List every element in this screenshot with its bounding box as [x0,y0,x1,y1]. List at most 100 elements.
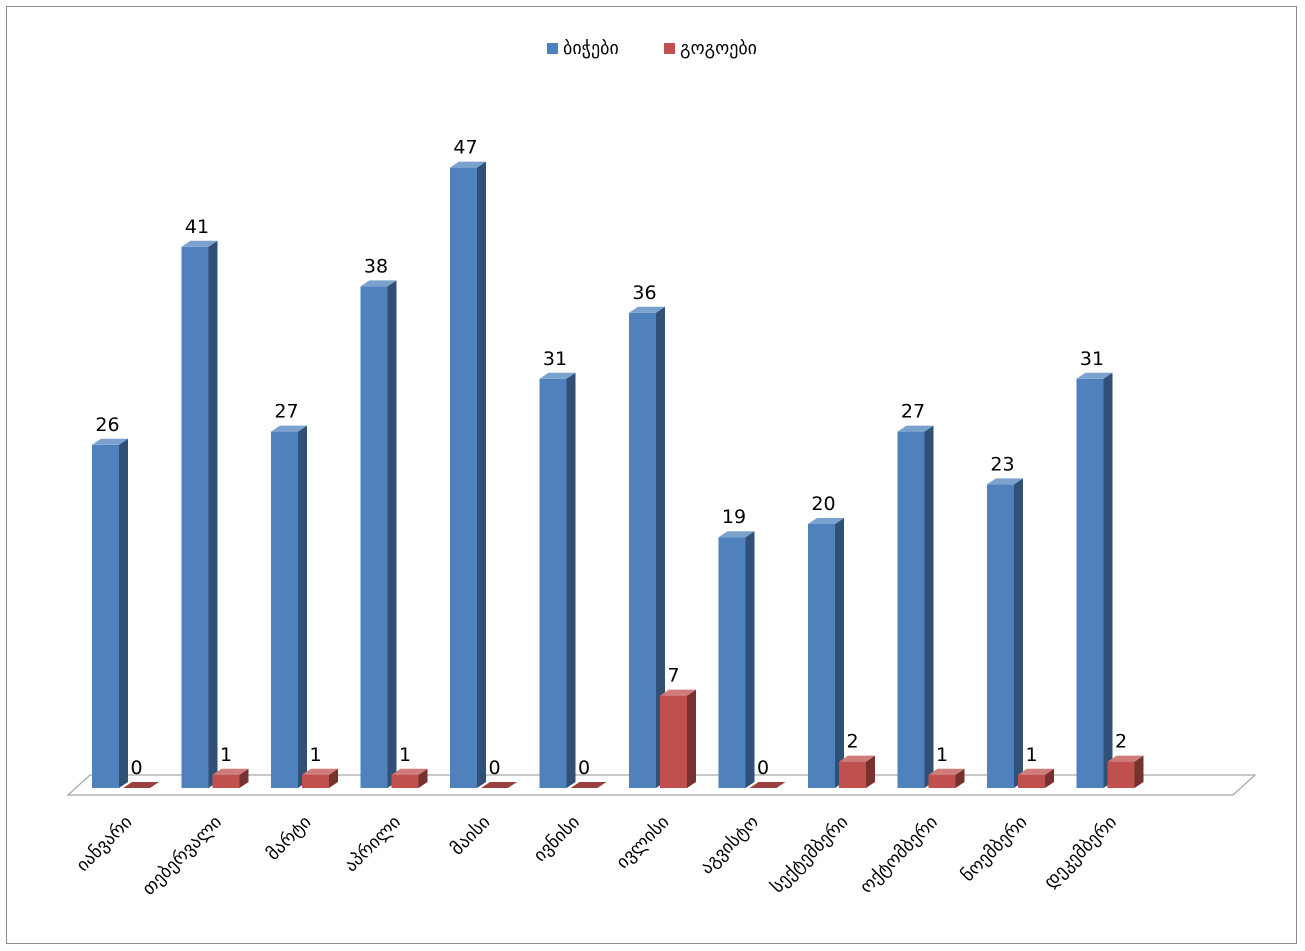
bar-girls-9-top [839,755,875,762]
bar-girls-4-top [391,768,428,775]
legend-label-1: ბიჭები [563,38,619,59]
category-label-1: იანვარი [72,812,136,876]
bar-girls-10-side [955,768,965,788]
bar-girls-3-side [329,768,338,788]
data-label-boys-9: 20 [811,493,835,515]
legend-label-2: გოგოები [680,38,757,59]
data-label-girls-2: 1 [220,744,232,766]
bar-girls-1 [123,782,159,788]
data-label-girls-4: 1 [399,744,411,766]
legend-swatch-2 [664,43,675,54]
bar-boys-3-top [271,425,307,432]
bar-boys-4-front [360,286,388,788]
data-label-boys-5: 47 [453,137,477,159]
bar-boys-6 [539,372,576,788]
data-label-girls-6: 0 [578,757,590,779]
bar-boys-11-front [987,484,1014,788]
bar-girls-4 [391,768,428,788]
bar-boys-3 [271,425,307,788]
legend-swatch-1 [547,43,558,54]
data-label-girls-5: 0 [488,757,500,779]
bar-girls-9-front [839,761,866,788]
bar-boys-12-side [1103,372,1113,788]
data-label-girls-7: 7 [667,665,679,687]
bar-girls-1-flat [123,782,159,788]
bar-girls-8 [749,782,786,788]
bar-boys-1-side [119,438,128,788]
data-label-boys-6: 31 [543,348,567,370]
bar-boys-5-front [450,167,477,789]
bar-girls-6 [570,782,607,788]
category-label-8: აგვისტო [696,812,763,879]
bar-boys-1-front [92,444,119,788]
bar-boys-12-top [1076,372,1113,379]
bar-girls-7 [660,689,696,788]
bar-boys-1 [92,438,128,788]
data-label-girls-3: 1 [309,744,321,766]
chart-floor [66,774,1257,796]
bar-boys-3-side [298,425,307,788]
bar-girls-11-top [1018,768,1054,775]
bar-boys-7-side [656,306,665,788]
category-label-6: ივნისი [530,812,584,866]
bar-boys-7-top [629,306,665,313]
bar-boys-5 [450,161,486,789]
category-label-4: აპრილი [340,812,405,877]
bar-boys-5-side [477,161,486,789]
bar-girls-11-side [1045,768,1054,788]
bar-girls-4-side [418,768,428,788]
bar-boys-8-top [718,531,755,538]
bar-boys-8 [718,531,755,788]
category-label-2: თებერვალი [138,812,226,900]
category-label-12: დეკემბერი [1040,812,1121,893]
bar-girls-5-flat [481,782,517,788]
bar-girls-10-top [928,768,965,775]
bar-girls-2-front [212,774,240,788]
bar-girls-12-side [1134,755,1144,788]
data-label-boys-12: 31 [1080,348,1104,370]
bar-boys-11 [987,478,1023,788]
bar-boys-10 [897,425,934,788]
bar-girls-3 [302,768,338,788]
bar-girls-7-side [687,689,696,788]
bar-boys-4-top [360,280,397,287]
bar-boys-9-front [808,524,835,788]
category-label-9: სექტემბერი [767,812,853,898]
data-label-boys-1: 26 [95,414,119,436]
data-label-boys-11: 23 [990,453,1014,475]
bar-boys-9-side [835,518,844,788]
bar-boys-10-side [924,425,934,788]
bar-boys-2-side [208,240,218,789]
bar-boys-2 [181,240,218,789]
category-label-5: მაისი [447,812,495,860]
data-label-girls-11: 1 [1025,744,1037,766]
bar-girls-7-front [660,695,687,788]
data-label-boys-8: 19 [722,506,746,528]
category-label-10: ოქტომბერი [856,812,942,898]
bar-girls-2 [212,768,249,788]
bar-boys-6-top [539,372,576,379]
category-label-7: ივლისი [612,812,673,873]
bar-girls-10 [928,768,965,788]
bar-girls-12-front [1107,761,1135,788]
bar-girls-3-front [302,774,329,788]
bar-boys-6-front [539,378,567,788]
bar-boys-7 [629,306,665,788]
bar-boys-11-top [987,478,1023,485]
bar-girls-6-flat [570,782,607,788]
bar-boys-10-top [897,425,934,432]
bar-boys-9 [808,518,844,788]
bar-boys-3-front [271,431,298,788]
data-label-girls-1: 0 [130,757,142,779]
bar-girls-5 [481,782,517,788]
data-label-boys-4: 38 [364,255,388,277]
bar-boys-8-front [718,537,746,788]
bar-girls-3-top [302,768,338,775]
bar-boys-6-side [566,372,576,788]
bar-girls-4-front [391,774,419,788]
bar-boys-9-top [808,518,844,524]
bar-boys-5-top [450,161,486,168]
data-label-girls-12: 2 [1115,731,1127,753]
bar-boys-2-top [181,240,218,247]
